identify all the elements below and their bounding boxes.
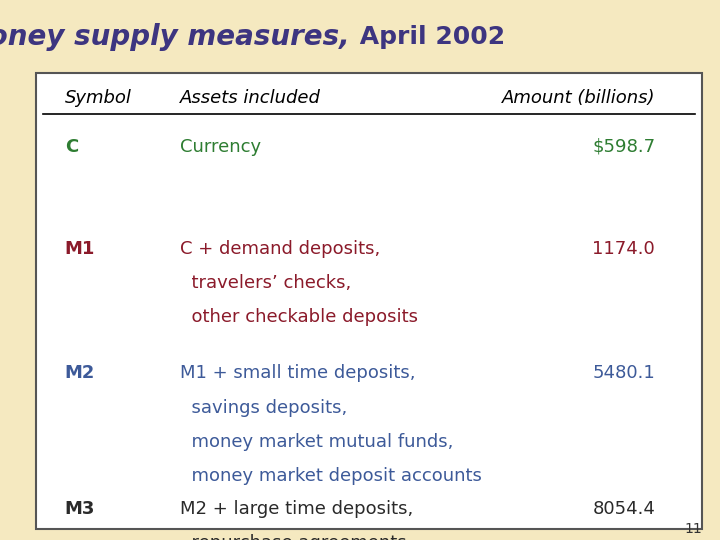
Text: 8054.4: 8054.4 xyxy=(593,500,655,517)
Text: M1 + small time deposits,: M1 + small time deposits, xyxy=(180,364,415,382)
FancyBboxPatch shape xyxy=(36,73,702,529)
Text: C + demand deposits,: C + demand deposits, xyxy=(180,240,380,258)
Text: 5480.1: 5480.1 xyxy=(593,364,655,382)
Text: April 2002: April 2002 xyxy=(351,25,505,49)
Text: money market mutual funds,: money market mutual funds, xyxy=(180,433,454,450)
Text: Assets included: Assets included xyxy=(180,89,321,107)
Text: Money supply measures,: Money supply measures, xyxy=(0,23,349,51)
Text: C: C xyxy=(65,138,78,156)
Text: $598.7: $598.7 xyxy=(592,138,655,156)
Text: Symbol: Symbol xyxy=(65,89,132,107)
Text: other checkable deposits: other checkable deposits xyxy=(180,308,418,326)
Text: 1174.0: 1174.0 xyxy=(593,240,655,258)
Text: 11: 11 xyxy=(684,522,702,536)
Text: savings deposits,: savings deposits, xyxy=(180,399,347,416)
Text: M2: M2 xyxy=(65,364,95,382)
Text: Amount (billions): Amount (billions) xyxy=(502,89,655,107)
Text: repurchase agreements,: repurchase agreements, xyxy=(180,534,413,540)
Text: M2 + large time deposits,: M2 + large time deposits, xyxy=(180,500,413,517)
Text: money market deposit accounts: money market deposit accounts xyxy=(180,467,482,484)
Text: M1: M1 xyxy=(65,240,95,258)
Text: Currency: Currency xyxy=(180,138,261,156)
Text: M3: M3 xyxy=(65,500,95,517)
Text: travelers’ checks,: travelers’ checks, xyxy=(180,274,351,292)
